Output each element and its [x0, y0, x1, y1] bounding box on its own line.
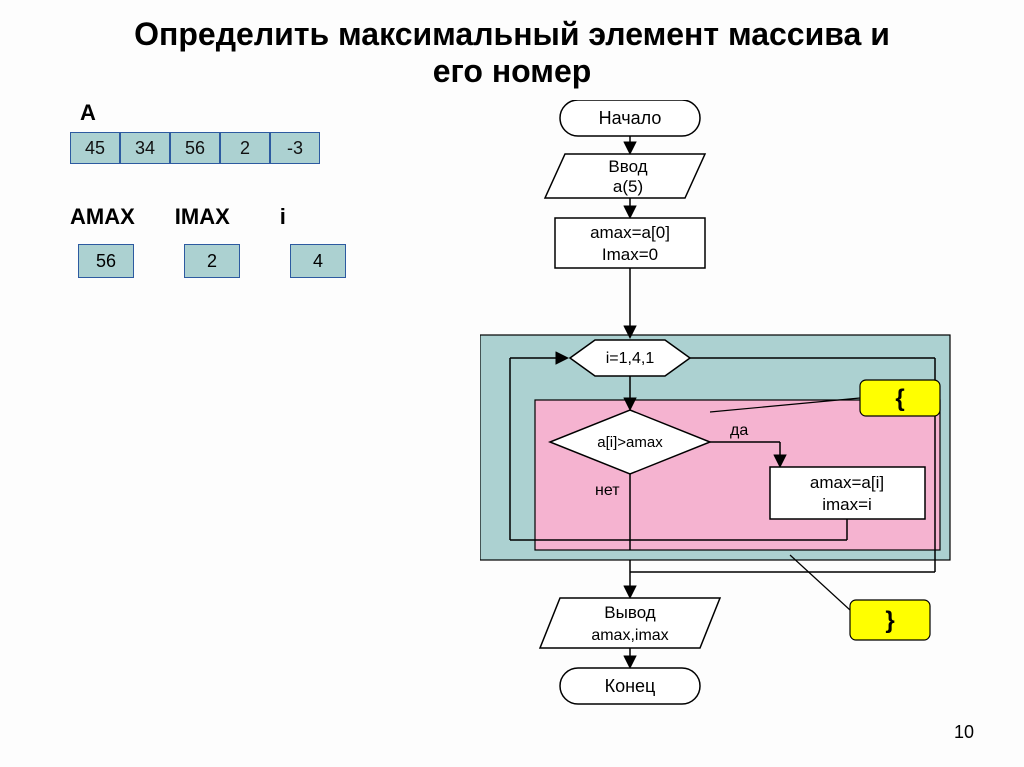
no-label: нет [595, 482, 620, 499]
box-i: 4 [290, 244, 346, 278]
label-imax: IMAX [175, 204, 230, 230]
loop-label: i=1,4,1 [606, 350, 655, 367]
brace-open: { [895, 385, 904, 412]
array-cell: 56 [170, 132, 220, 164]
var-labels-row: AMAX IMAX i [70, 204, 346, 230]
output-l1: Вывод [604, 603, 655, 622]
flowchart: Начало Ввод a(5) amax=a[0] Imax=0 i=1,4,… [480, 100, 1000, 745]
page-number: 10 [954, 722, 974, 743]
yes-label: да [730, 422, 748, 439]
init-l1: amax=a[0] [590, 223, 670, 242]
input-l2: a(5) [613, 177, 643, 196]
init-l2: Imax=0 [602, 245, 658, 264]
assign-l1: amax=a[i] [810, 473, 884, 492]
array-label: A [80, 100, 346, 126]
left-panel: A 45 34 56 2 -3 AMAX IMAX i 56 2 4 [70, 100, 346, 278]
end-label: Конец [605, 676, 656, 696]
array-cell: -3 [270, 132, 320, 164]
page-title-line1: Определить максимальный элемент массива … [134, 16, 890, 52]
start-label: Начало [599, 108, 662, 128]
box-imax: 2 [184, 244, 240, 278]
decision-label: a[i]>amax [597, 434, 663, 451]
label-i: i [280, 204, 286, 230]
array-cell: 2 [220, 132, 270, 164]
box-amax: 56 [78, 244, 134, 278]
output-l2: amax,imax [591, 627, 668, 644]
brace-close: } [885, 607, 894, 634]
array-cell: 34 [120, 132, 170, 164]
assign-l2: imax=i [822, 495, 872, 514]
page-title-line2: его номер [433, 53, 592, 89]
var-boxes-row: 56 2 4 [70, 244, 346, 278]
label-amax: AMAX [70, 204, 135, 230]
array-cell: 45 [70, 132, 120, 164]
input-l1: Ввод [608, 157, 647, 176]
array-row: 45 34 56 2 -3 [70, 132, 346, 164]
